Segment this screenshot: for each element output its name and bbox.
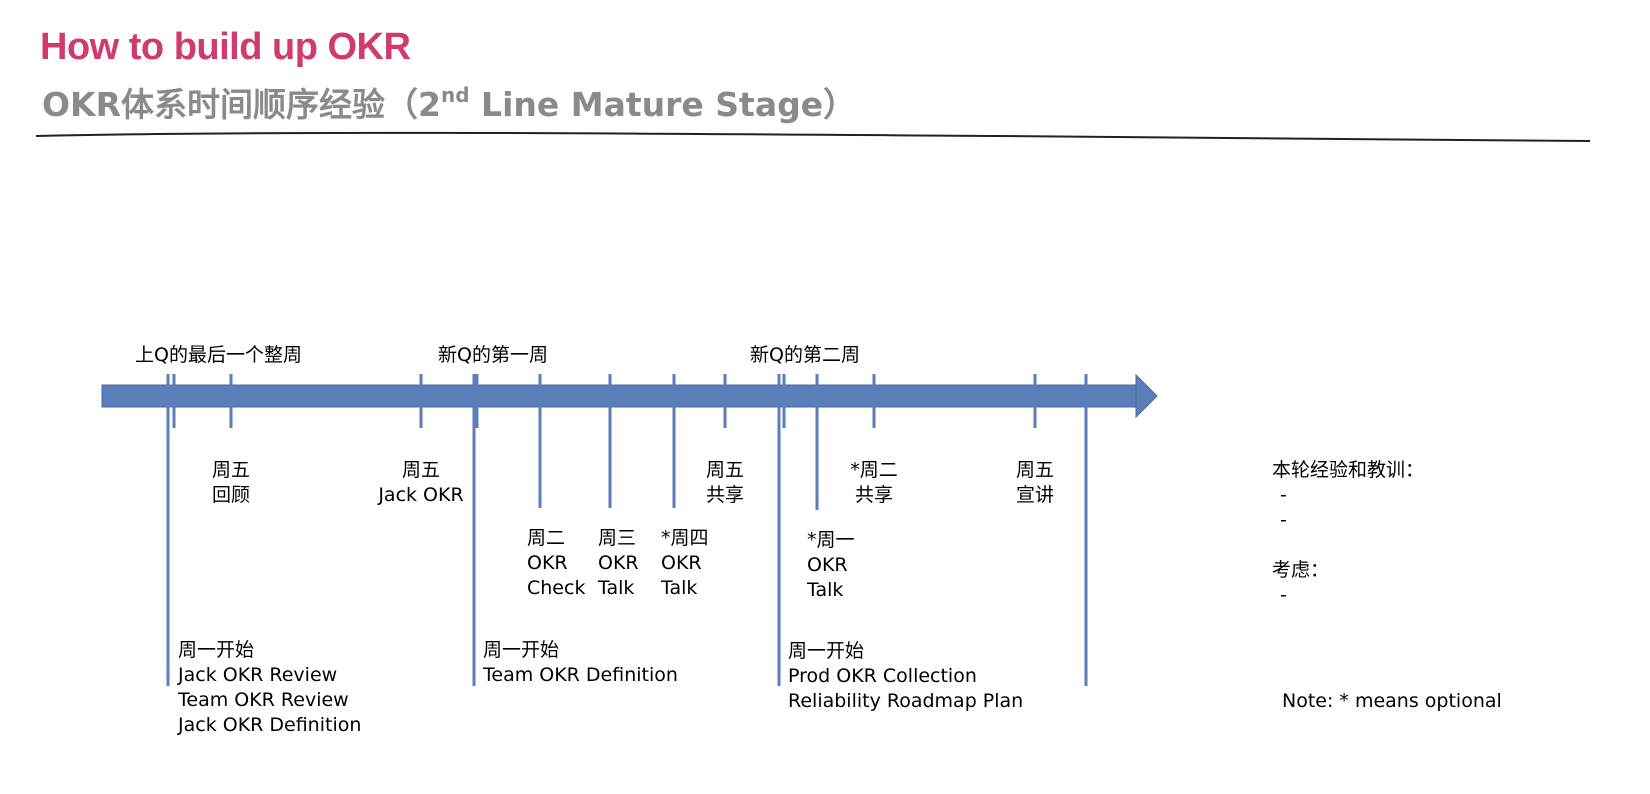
event-mon-start-1: 周一开始 Jack OKR Review Team OKR Review Jack O… [178, 639, 362, 736]
week-label-new-q-1: 新Q的第一周 [438, 344, 548, 366]
note-optional: Note: * means optional [1282, 690, 1502, 712]
event-tue-share: *周二 共享 [850, 459, 898, 506]
event-mon-start-3: 周一开始 Prod OKR Collection Reliability Roadm… [788, 640, 1024, 712]
event-tue-okr-check: 周二 OKR Check [527, 527, 586, 599]
lessons-item: - [1280, 484, 1287, 506]
event-wed-okr-talk: 周三 OKR Talk [598, 527, 639, 599]
consider-heading: 考虑： [1272, 559, 1330, 581]
event-mon-start-2: 周一开始 Team OKR Definition [483, 639, 678, 686]
lessons-heading: 本轮经验和教训： [1272, 459, 1425, 481]
week-boundaries [166, 374, 1088, 686]
event-fri-review: 周五 回顾 [211, 459, 251, 506]
event-fri-jack-okr: 周五 Jack OKR [378, 459, 464, 506]
consider-item: - [1280, 584, 1287, 606]
lessons-section: 本轮经验和教训： - - [1272, 458, 1424, 533]
event-mon-okr-talk: *周一 OKR Talk [807, 529, 855, 601]
day-ticks [172, 374, 1037, 510]
page-subtitle: OKR体系时间顺序经验（2nd Line Mature Stage） [42, 83, 857, 124]
page-title: How to build up OKR [40, 26, 411, 68]
event-fri-share: 周五 共享 [705, 459, 745, 506]
consider-section: 考虑： - [1272, 558, 1329, 608]
week-label-last-q: 上Q的最后一个整周 [135, 344, 302, 366]
event-fri-announce: 周五 宣讲 [1015, 459, 1055, 506]
lessons-item: - [1280, 509, 1287, 531]
week-label-new-q-2: 新Q的第二周 [750, 344, 860, 366]
timeline-arrow [101, 373, 1158, 419]
event-thu-okr-talk: *周四 OKR Talk [661, 527, 709, 599]
header-divider [35, 131, 1591, 142]
